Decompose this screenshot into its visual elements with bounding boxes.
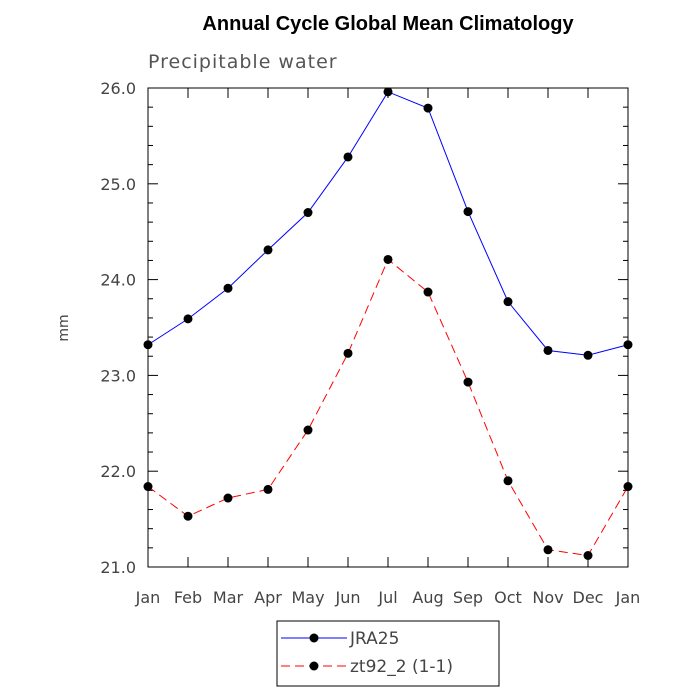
- series-1-point: [183, 511, 193, 521]
- series-1-point: [223, 493, 233, 503]
- x-tick-label: Dec: [573, 588, 604, 607]
- chart-subtitle: Precipitable water: [148, 51, 338, 73]
- x-tick-label: Sep: [453, 588, 483, 607]
- series-1-point: [583, 551, 593, 561]
- legend-label-zt92: zt92_2 (1-1): [350, 657, 453, 677]
- y-axis-label: mm: [56, 314, 72, 341]
- x-tick-label: Apr: [254, 588, 282, 607]
- legend-box: [276, 620, 500, 687]
- series-0-point: [223, 283, 233, 293]
- legend: JRA25 zt92_2 (1-1): [276, 620, 500, 687]
- axis-ticks: [147, 87, 629, 568]
- series-layer: [143, 87, 633, 561]
- x-tick-label: Mar: [213, 588, 244, 607]
- y-tick-label: 24.0: [100, 271, 136, 290]
- x-tick-label: Jan: [615, 588, 641, 607]
- plot-frame: [147, 87, 629, 568]
- x-tick-label: Aug: [412, 588, 443, 607]
- legend-marker-zt92: [309, 661, 319, 671]
- x-tick-label: Feb: [174, 588, 202, 607]
- series-1-point: [263, 484, 273, 494]
- y-tick-label: 22.0: [100, 462, 136, 481]
- series-0-point: [583, 350, 593, 360]
- x-tick-label: Jul: [377, 588, 397, 607]
- series-1-point: [303, 425, 313, 435]
- series-1-point: [463, 377, 473, 387]
- series-1-point: [343, 348, 353, 358]
- series-0-point: [463, 207, 473, 217]
- x-tick-label: Oct: [494, 588, 522, 607]
- series-line-0: [147, 91, 629, 356]
- series-0-point: [303, 208, 313, 218]
- series-0-point: [543, 345, 553, 355]
- series-0-point: [503, 297, 513, 307]
- series-1-point: [503, 476, 513, 486]
- series-0-point: [183, 314, 193, 324]
- series-0-point: [343, 152, 353, 162]
- series-1-point: [383, 254, 393, 264]
- chart-title: Annual Cycle Global Mean Climatology: [202, 13, 574, 35]
- series-0-point: [423, 103, 433, 113]
- x-tick-label: Jun: [335, 588, 361, 607]
- series-0-point: [383, 87, 393, 97]
- y-tick-labels: 21.0 22.0 23.0 24.0 25.0 26.0: [100, 79, 136, 577]
- series-1-point: [423, 287, 433, 297]
- y-tick-label: 26.0: [100, 79, 136, 98]
- x-tick-label: Jan: [135, 588, 161, 607]
- series-1-point: [543, 545, 553, 555]
- y-tick-label: 21.0: [100, 558, 136, 577]
- legend-marker-jra25: [309, 633, 319, 643]
- series-0-point: [263, 245, 273, 255]
- x-tick-label: May: [291, 588, 324, 607]
- y-tick-label: 25.0: [100, 175, 136, 194]
- x-tick-labels: Jan Feb Mar Apr May Jun Jul Aug Sep Oct Nov Dec Jan: [135, 588, 641, 607]
- legend-label-jra25: JRA25: [349, 629, 399, 649]
- y-tick-label: 23.0: [100, 366, 136, 385]
- x-tick-label: Nov: [532, 588, 563, 607]
- series-line-1: [147, 258, 629, 557]
